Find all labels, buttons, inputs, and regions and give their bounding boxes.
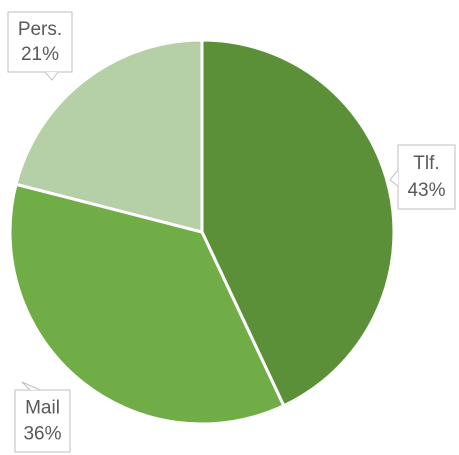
pie-slice xyxy=(8,182,286,426)
label-box xyxy=(397,144,456,210)
label-box xyxy=(14,389,71,453)
category-label: Pers. xyxy=(18,19,62,40)
category-label: Tlf. xyxy=(413,153,439,174)
label-box xyxy=(7,11,73,73)
value-label: 43% xyxy=(407,180,445,201)
value-label: 21% xyxy=(21,44,59,65)
pie-slice xyxy=(200,38,396,408)
value-label: 36% xyxy=(23,424,61,445)
label-pointer xyxy=(21,381,41,391)
label-pointer xyxy=(389,169,399,187)
label-pointer xyxy=(44,71,59,81)
category-label: Mail xyxy=(25,398,60,419)
pie-slice xyxy=(14,38,204,234)
